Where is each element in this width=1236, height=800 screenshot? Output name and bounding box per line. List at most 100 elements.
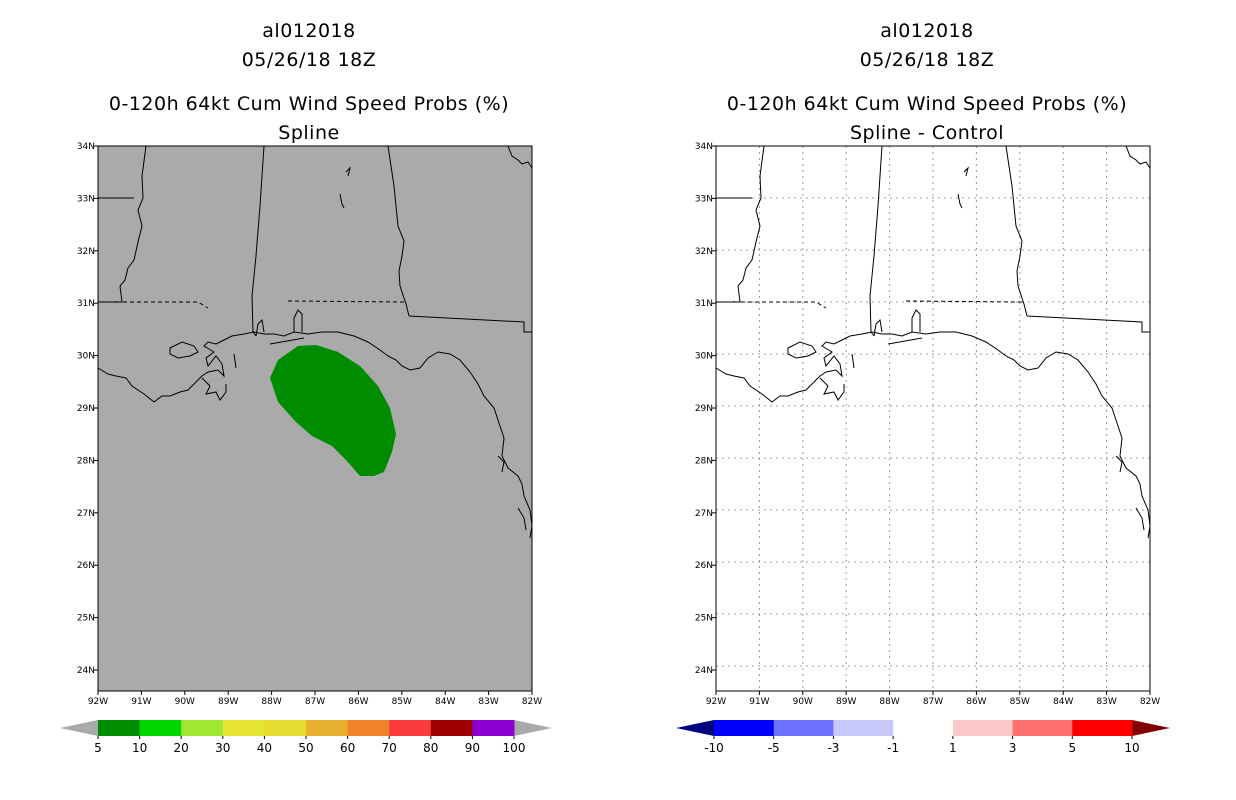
colorbar-label: 70	[382, 741, 397, 755]
colorbar-swatch	[472, 720, 515, 736]
lat-label: 32N	[77, 247, 95, 257]
colorbar-label: 100	[503, 741, 526, 755]
colorbar-right: -10 -5 -3 -1 1 3 5 10	[676, 720, 1170, 755]
colorbar-label: 10	[1124, 741, 1139, 755]
panel-left-subtitle: Spline	[278, 122, 339, 144]
lon-label: 89W	[218, 697, 238, 707]
map-right	[715, 145, 1151, 692]
lon-labels-left: 92W 91W 90W 89W 88W 87W 86W 85W 84W 83W 82W	[88, 691, 542, 707]
lon-label: 90W	[175, 697, 195, 707]
lon-label: 85W	[392, 697, 412, 707]
lat-label: 26N	[695, 561, 713, 571]
colorbar-label: 50	[298, 741, 313, 755]
lat-labels-left: 34N 33N 32N 31N 30N 29N 28N 27N 26N 25N 24N	[77, 142, 98, 676]
lon-label: 88W	[879, 697, 899, 707]
lat-label: 27N	[695, 509, 713, 519]
lat-label: 24N	[695, 666, 713, 676]
colorbar-swatch	[1012, 720, 1073, 736]
lat-label: 30N	[695, 352, 713, 362]
lon-label: 87W	[923, 697, 943, 707]
colorbar-swatch	[98, 720, 141, 736]
lat-label: 29N	[695, 404, 713, 414]
colorbar-label: 1	[949, 741, 957, 755]
panel-left-title2: 05/26/18 18Z	[242, 49, 377, 71]
lat-label: 25N	[77, 614, 95, 624]
probability-swath	[270, 345, 396, 476]
lon-label: 83W	[1096, 697, 1116, 707]
colorbar-label: -3	[827, 741, 839, 755]
panel-right-title2: 05/26/18 18Z	[860, 49, 995, 71]
lon-label: 90W	[793, 697, 813, 707]
colorbar-label: 30	[215, 741, 230, 755]
lat-label: 33N	[695, 194, 713, 204]
lon-label: 91W	[131, 697, 151, 707]
lon-label: 84W	[435, 697, 455, 707]
colorbar-label: 3	[1009, 741, 1017, 755]
colorbar-under-triangle	[676, 720, 714, 736]
lon-label: 86W	[966, 697, 986, 707]
colorbar-swatch	[264, 720, 307, 736]
colorbar-label: 10	[132, 741, 147, 755]
lon-label: 86W	[348, 697, 368, 707]
colorbar-under-triangle	[60, 720, 98, 736]
colorbar-label: 60	[340, 741, 355, 755]
colorbar-over-triangle	[514, 720, 552, 736]
colorbar-swatch	[833, 720, 894, 736]
lon-label: 91W	[749, 697, 769, 707]
colorbar-over-triangle	[1132, 720, 1170, 736]
panel-left-title1: al012018	[262, 20, 355, 42]
lon-label: 92W	[706, 697, 726, 707]
colorbar-label: -5	[768, 741, 780, 755]
lat-label: 31N	[695, 299, 713, 309]
colorbar-swatch	[952, 720, 1014, 736]
colorbar-swatch	[714, 720, 775, 736]
colorbar-label: 80	[423, 741, 438, 755]
panel-left-title3: 0-120h 64kt Cum Wind Speed Probs (%)	[109, 93, 509, 115]
lat-label: 25N	[695, 614, 713, 624]
lat-label: 33N	[77, 194, 95, 204]
lon-label: 84W	[1053, 697, 1073, 707]
panel-right-title3: 0-120h 64kt Cum Wind Speed Probs (%)	[727, 93, 1127, 115]
panel-right-title1: al012018	[880, 20, 973, 42]
panel-right-subtitle: Spline - Control	[850, 122, 1004, 144]
colorbar-swatch	[430, 720, 473, 736]
lat-label: 31N	[77, 299, 95, 309]
lat-label: 30N	[77, 352, 95, 362]
colorbar-label: -10	[704, 741, 724, 755]
colorbar-label: 20	[174, 741, 189, 755]
colorbar-label: 5	[94, 741, 102, 755]
lon-label: 83W	[478, 697, 498, 707]
lat-label: 34N	[77, 142, 95, 152]
lat-label: 34N	[695, 142, 713, 152]
colorbar-swatch	[773, 720, 834, 736]
lat-label: 28N	[77, 456, 95, 466]
colorbar-swatch	[181, 720, 224, 736]
lat-label: 24N	[77, 666, 95, 676]
panel-left: al012018 05/26/18 18Z 0-120h 64kt Cum Wi…	[60, 20, 552, 755]
lon-label: 85W	[1010, 697, 1030, 707]
map-left	[97, 145, 533, 692]
colorbar-swatch	[347, 720, 390, 736]
panel-right: al012018 05/26/18 18Z 0-120h 64kt Cum Wi…	[676, 20, 1170, 755]
lon-label: 87W	[305, 697, 325, 707]
lon-label: 82W	[1140, 697, 1160, 707]
colorbar-label: 5	[1068, 741, 1076, 755]
lon-label: 92W	[88, 697, 108, 707]
lat-label: 32N	[695, 247, 713, 257]
colorbar-swatch	[1072, 720, 1133, 736]
colorbar-swatch	[389, 720, 432, 736]
colorbar-label: 40	[257, 741, 272, 755]
colorbar-swatch	[222, 720, 265, 736]
colorbar-label: -1	[887, 741, 899, 755]
lon-label: 88W	[261, 697, 281, 707]
lon-label: 89W	[836, 697, 856, 707]
colorbar-label: 90	[465, 741, 480, 755]
colorbar-swatch	[139, 720, 182, 736]
colorbar-swatch	[893, 720, 954, 736]
colorbar-swatch	[306, 720, 349, 736]
lon-labels-right: 92W 91W 90W 89W 88W 87W 86W 85W 84W 83W 82W	[706, 691, 1160, 707]
colorbar-left: 5 10 20 30 40 50 60 70 80 90 100	[60, 720, 552, 755]
lat-label: 29N	[77, 404, 95, 414]
lat-label: 27N	[77, 509, 95, 519]
